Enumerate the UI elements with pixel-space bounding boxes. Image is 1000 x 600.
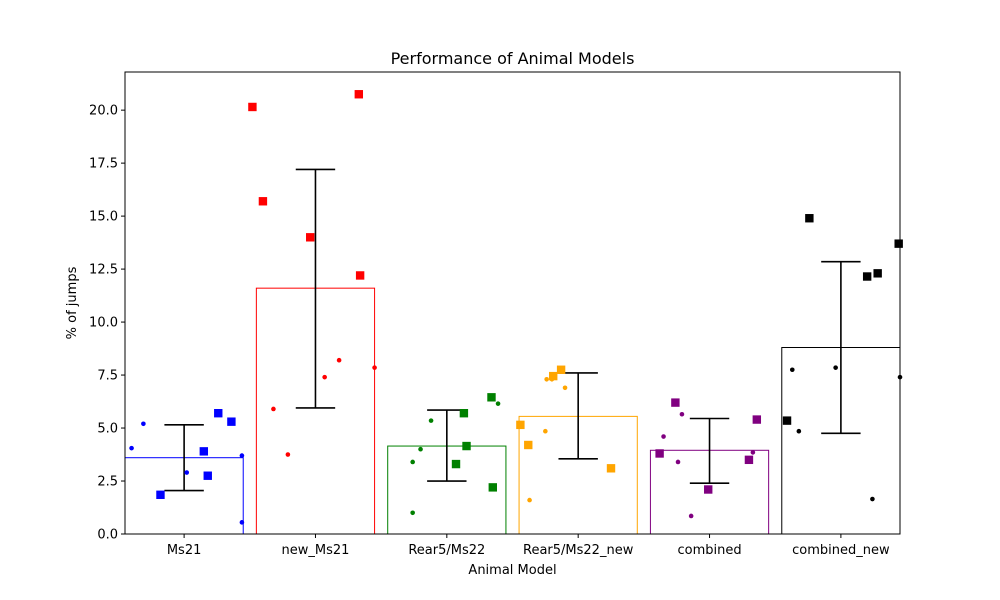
data-point-square bbox=[199, 447, 209, 456]
data-point-square bbox=[862, 272, 872, 281]
y-axis-label: % of jumps bbox=[65, 266, 80, 339]
data-point-dot bbox=[679, 411, 685, 417]
x-tick-label: Rear5/Ms22_new bbox=[523, 543, 634, 558]
plot-frame bbox=[124, 71, 901, 535]
data-point-square bbox=[355, 271, 365, 280]
data-point-square bbox=[258, 197, 268, 206]
data-point-dot bbox=[410, 510, 415, 516]
data-point-dot bbox=[285, 452, 291, 457]
chart-title: Performance of Animal Models bbox=[391, 49, 635, 68]
data-point-square bbox=[873, 269, 882, 278]
data-point-dot bbox=[372, 365, 377, 370]
y-tick-label: 10.0 bbox=[89, 316, 118, 331]
y-tick-label: 5.0 bbox=[97, 422, 118, 437]
data-point-dot bbox=[271, 406, 276, 412]
data-point-square bbox=[203, 471, 212, 480]
data-point-dot bbox=[543, 428, 548, 434]
data-point-square bbox=[655, 449, 664, 458]
data-point-square bbox=[488, 483, 497, 492]
y-tick-label: 12.5 bbox=[89, 263, 118, 278]
data-point-dot bbox=[495, 401, 501, 406]
x-axis: Ms21 new_Ms21 Rear5/Ms22 Rear5/Ms22_new comb… bbox=[167, 534, 890, 558]
x-tick-label: combined_new bbox=[792, 543, 890, 558]
data-point-square bbox=[744, 455, 754, 465]
data-point-square bbox=[248, 102, 257, 112]
data-point-square bbox=[671, 398, 680, 407]
data-point-dot bbox=[796, 428, 802, 434]
data-point-dot bbox=[184, 470, 190, 475]
y-tick-label: 2.5 bbox=[97, 475, 118, 490]
data-point-dot bbox=[239, 520, 245, 525]
data-point-dot bbox=[418, 446, 423, 452]
data-point-square bbox=[156, 490, 165, 499]
data-point-square bbox=[549, 371, 558, 381]
y-tick-label: 15.0 bbox=[89, 210, 118, 225]
data-point-dot bbox=[688, 513, 694, 519]
data-point-square bbox=[306, 233, 315, 242]
data-point-square bbox=[606, 464, 616, 473]
data-point-dot bbox=[336, 357, 342, 363]
x-axis-label: Animal Model bbox=[468, 563, 556, 578]
y-tick-label: 20.0 bbox=[89, 104, 118, 119]
data-point-dot bbox=[527, 497, 532, 503]
data-point-square bbox=[487, 393, 496, 402]
data-point-square bbox=[805, 214, 814, 223]
data-point-dot bbox=[789, 367, 795, 373]
data-point-dot bbox=[870, 496, 875, 502]
data-point-square bbox=[782, 416, 792, 425]
data-point-square bbox=[214, 409, 223, 418]
data-point-dot bbox=[675, 459, 681, 465]
data-point-dot bbox=[544, 376, 549, 382]
data-point-square bbox=[752, 415, 762, 424]
data-point-square bbox=[704, 485, 713, 494]
data-point-square bbox=[556, 365, 566, 374]
data-point-dot bbox=[129, 445, 134, 451]
data-point-dot bbox=[410, 459, 415, 465]
x-tick-label: Ms21 bbox=[167, 543, 202, 558]
data-point-dot bbox=[562, 385, 568, 391]
data-point-square bbox=[894, 239, 903, 248]
data-point-square bbox=[516, 420, 525, 430]
data-point-square bbox=[459, 409, 469, 418]
data-point-square bbox=[462, 441, 471, 451]
data-point-square bbox=[354, 90, 364, 99]
data-point-dot bbox=[661, 434, 666, 439]
data-point-square bbox=[451, 459, 461, 469]
x-tick-label: Rear5/Ms22 bbox=[408, 543, 485, 558]
y-tick-label: 7.5 bbox=[97, 369, 118, 384]
y-tick-label: 17.5 bbox=[89, 157, 118, 172]
data-point-dot bbox=[239, 453, 245, 458]
data-point-dot bbox=[141, 421, 146, 427]
y-axis: 0.0 2.5 5.0 7.5 10.0 12.5 15.0 17.5 20.0 bbox=[89, 104, 125, 543]
data-point-dot bbox=[750, 450, 756, 455]
plot-area bbox=[124, 90, 903, 535]
data-point-square bbox=[524, 440, 533, 450]
data-point-dot bbox=[833, 365, 838, 370]
data-point-dot bbox=[428, 418, 434, 423]
y-tick-label: 0.0 bbox=[97, 528, 118, 543]
data-point-dot bbox=[322, 374, 327, 380]
x-tick-label: new_Ms21 bbox=[282, 543, 350, 558]
x-tick-label: combined bbox=[677, 543, 741, 558]
data-point-square bbox=[227, 417, 236, 426]
